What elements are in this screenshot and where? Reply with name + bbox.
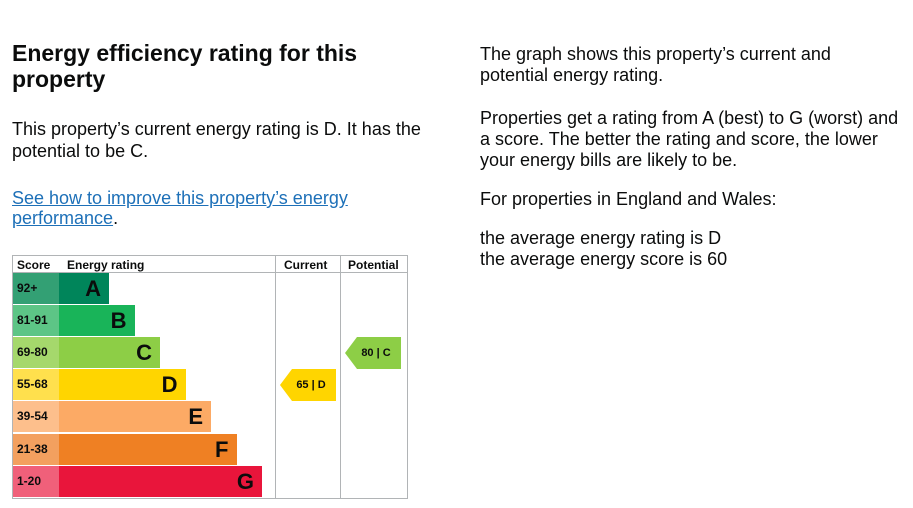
average-score: the average energy score is 60	[480, 249, 728, 269]
potential-column-divider	[340, 255, 341, 498]
page-title: Energy efficiency rating for this proper…	[12, 40, 358, 92]
current-rating-marker-arrow	[280, 369, 336, 402]
average-rating: the average energy rating is D	[480, 228, 722, 248]
band-letter: A	[85, 276, 101, 301]
current-rating-marker-arrow-shape	[280, 369, 336, 402]
band-bar: D	[59, 369, 186, 401]
current-header: Current	[284, 258, 328, 272]
graph-explanation: The graph shows this property’s current …	[480, 44, 831, 85]
band-bar: G	[59, 465, 262, 497]
current-rating-marker-label: 65 | D	[296, 379, 326, 392]
link-suffix: .	[113, 208, 119, 228]
rating-header: Energy rating	[67, 258, 145, 272]
band-letter: D	[161, 372, 178, 398]
potential-header: Potential	[348, 258, 399, 272]
improve-paragraph: See how to improve this property’s energ…	[12, 188, 432, 228]
potential-rating-marker-arrow	[345, 337, 401, 370]
band-score-label: 92+	[13, 273, 59, 304]
band-bar: C	[59, 337, 160, 369]
band-score-label: 21-38	[13, 433, 59, 465]
header-divider	[12, 272, 408, 273]
band-letter: E	[188, 404, 203, 430]
band-bar: B	[59, 305, 135, 337]
band-score-label: 55-68	[13, 369, 59, 401]
explanation-section: The graph shows this property’s current …	[480, 44, 900, 270]
band-bar: E	[59, 401, 211, 433]
band-score-label: 81-91	[13, 305, 59, 337]
band-letter: C	[136, 340, 152, 366]
band-score-label: 39-54	[13, 401, 59, 433]
chart-frame	[12, 255, 408, 499]
rating-section: Energy efficiency rating for this proper…	[12, 40, 432, 228]
potential-rating-marker-arrow-shape	[345, 337, 401, 370]
rating-summary: This property’s current energy rating is…	[12, 119, 421, 161]
band-score-label: 1-20	[13, 465, 59, 497]
band-letter: G	[236, 468, 254, 494]
band-bar: F	[59, 433, 237, 465]
band-score-label: 69-80	[13, 337, 59, 369]
region-note: For properties in England and Wales:	[480, 189, 777, 209]
current-rating-marker: 65 | D	[280, 369, 336, 402]
current-column-divider	[275, 255, 276, 498]
energy-rating-chart: Score Energy rating Current Potential 92…	[12, 255, 408, 499]
improve-performance-link[interactable]: See how to improve this property’s energ…	[12, 188, 348, 228]
potential-rating-marker: 80 | C	[345, 337, 401, 370]
rating-explanation: Properties get a rating from A (best) to…	[480, 108, 899, 170]
band-bar: A	[59, 273, 109, 304]
score-header: Score	[17, 258, 51, 272]
band-letter: B	[110, 308, 127, 334]
potential-rating-marker-label: 80 | C	[361, 347, 391, 360]
band-letter: F	[215, 436, 229, 462]
